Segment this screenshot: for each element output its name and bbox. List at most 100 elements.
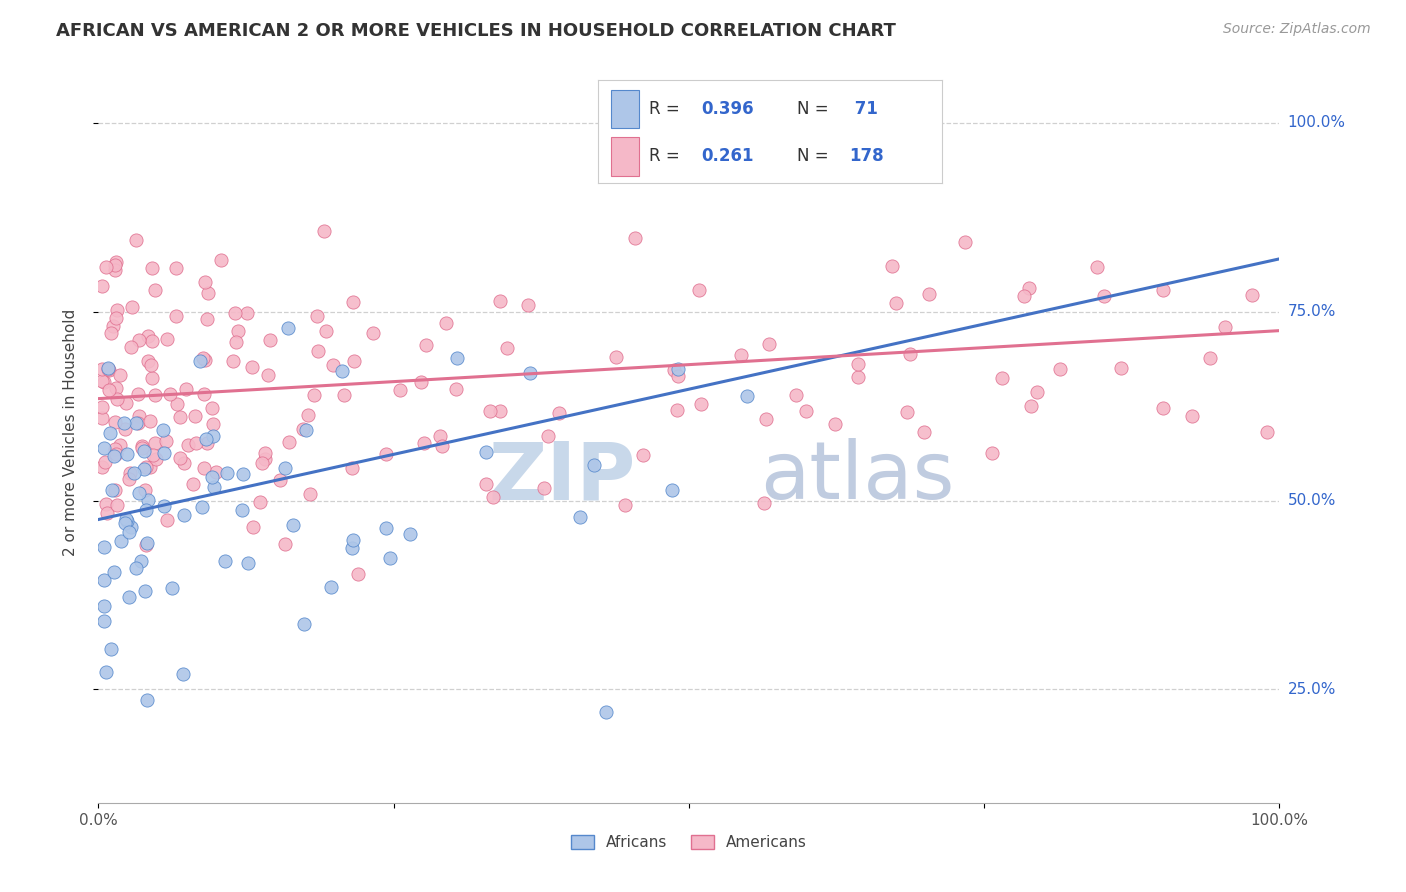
Point: [127, 387, 149, 401]
Point: [127, 416, 149, 430]
Text: 100.0%: 100.0%: [1288, 115, 1346, 130]
Text: Source: ZipAtlas.com: Source: ZipAtlas.com: [1223, 22, 1371, 37]
Point: [582, 458, 605, 473]
Point: [112, 417, 135, 431]
Point: [412, 436, 434, 450]
Point: [114, 422, 136, 436]
Point: [361, 326, 384, 340]
Point: [156, 512, 179, 526]
Point: [142, 448, 165, 462]
Point: [135, 503, 157, 517]
Point: [307, 344, 329, 359]
Point: [141, 334, 163, 348]
Point: [165, 309, 187, 323]
Point: [143, 283, 166, 297]
Point: [91, 362, 114, 376]
Point: [1241, 288, 1264, 302]
Point: [232, 467, 254, 481]
Point: [104, 415, 127, 429]
Point: [93, 573, 115, 587]
Point: [547, 406, 569, 420]
Point: [474, 445, 496, 459]
Point: [125, 561, 148, 575]
Point: [139, 414, 162, 428]
Point: [153, 445, 176, 459]
Point: [519, 367, 541, 381]
Point: [882, 259, 904, 273]
Point: [991, 371, 1014, 385]
Text: 25.0%: 25.0%: [1288, 682, 1336, 697]
Text: R =: R =: [650, 100, 685, 118]
Text: 178: 178: [849, 147, 883, 165]
Point: [918, 287, 941, 301]
Point: [205, 465, 228, 479]
Point: [314, 224, 336, 238]
Point: [91, 460, 114, 475]
Point: [91, 400, 114, 414]
Point: [135, 536, 157, 550]
Point: [141, 260, 163, 275]
Point: [118, 591, 141, 605]
Point: [108, 368, 131, 382]
Point: [259, 333, 281, 347]
Point: [475, 476, 498, 491]
Point: [201, 470, 224, 484]
Point: [96, 507, 118, 521]
Point: [1085, 260, 1108, 274]
Point: [730, 348, 752, 362]
Point: [434, 316, 457, 330]
Point: [105, 392, 128, 407]
Point: [118, 472, 141, 486]
Point: [115, 447, 138, 461]
Point: [202, 429, 225, 443]
Point: [322, 358, 344, 372]
Point: [752, 495, 775, 509]
Point: [292, 617, 315, 632]
Point: [342, 295, 364, 310]
Point: [254, 451, 277, 466]
Point: [666, 362, 689, 376]
Point: [1049, 361, 1071, 376]
Point: [124, 466, 146, 480]
Point: [1025, 384, 1047, 399]
Point: [274, 536, 297, 550]
Point: [735, 389, 758, 403]
Point: [273, 460, 295, 475]
Point: [195, 312, 218, 326]
Point: [104, 442, 127, 456]
Point: [141, 370, 163, 384]
Point: [193, 460, 215, 475]
Point: [1199, 351, 1222, 365]
Point: [128, 485, 150, 500]
Point: [537, 429, 560, 443]
Point: [824, 417, 846, 431]
Point: [132, 462, 155, 476]
Text: 71: 71: [849, 100, 877, 118]
Point: [169, 451, 191, 466]
Point: [315, 324, 337, 338]
Point: [380, 551, 402, 566]
Point: [1012, 289, 1035, 303]
Point: [214, 553, 236, 567]
Point: [662, 363, 685, 377]
Point: [409, 375, 432, 389]
Point: [152, 423, 174, 437]
Point: [194, 275, 217, 289]
Point: [666, 403, 689, 417]
Point: [136, 693, 159, 707]
Point: [254, 446, 277, 460]
Point: [489, 403, 512, 417]
Point: [228, 324, 250, 338]
Point: [125, 416, 148, 430]
Point: [91, 374, 114, 388]
Point: [231, 503, 253, 517]
Point: [1092, 289, 1115, 303]
Point: [145, 388, 167, 402]
Point: [91, 411, 114, 425]
Point: [269, 473, 291, 487]
Point: [215, 466, 238, 480]
Point: [1018, 281, 1040, 295]
Point: [347, 567, 370, 582]
Point: [104, 258, 127, 272]
Point: [1111, 361, 1133, 376]
